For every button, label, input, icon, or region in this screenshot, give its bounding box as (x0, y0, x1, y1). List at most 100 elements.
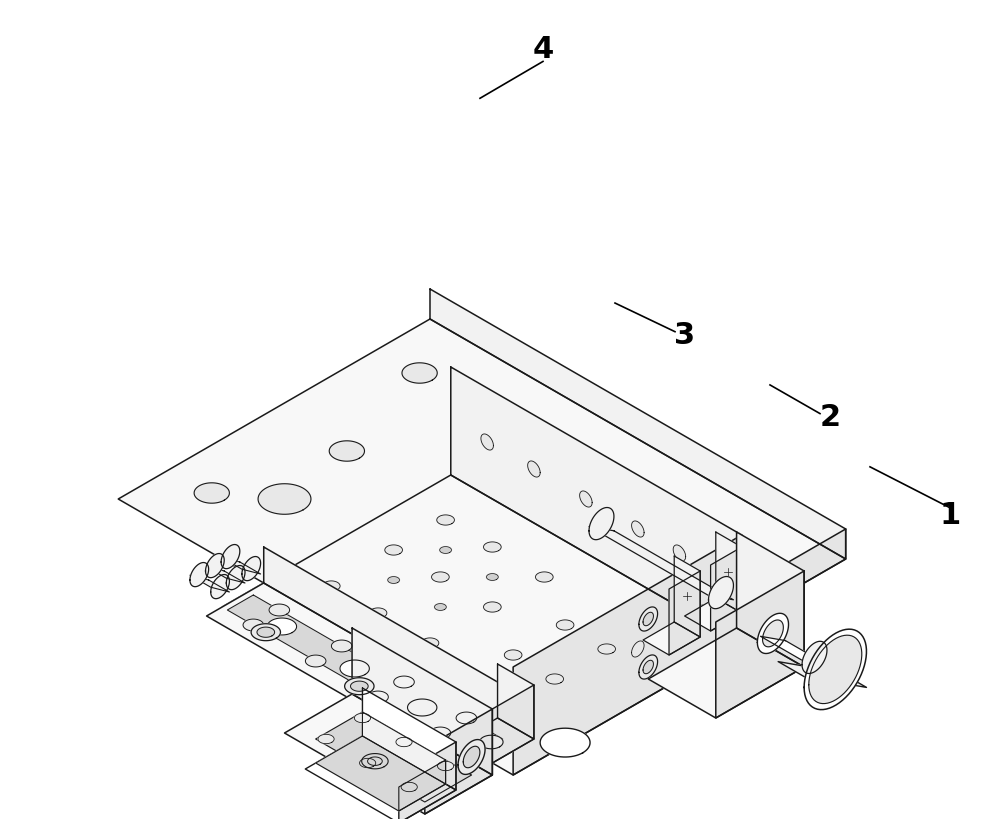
Polygon shape (437, 515, 454, 525)
Polygon shape (430, 289, 846, 559)
Polygon shape (242, 557, 261, 581)
Polygon shape (516, 429, 552, 449)
Polygon shape (456, 712, 477, 724)
Polygon shape (190, 575, 229, 592)
Polygon shape (546, 674, 564, 684)
Text: 3: 3 (674, 321, 696, 351)
Polygon shape (643, 613, 653, 626)
Polygon shape (222, 475, 742, 775)
Polygon shape (351, 681, 368, 691)
Polygon shape (527, 675, 562, 695)
Polygon shape (669, 571, 700, 655)
Polygon shape (809, 636, 862, 704)
Polygon shape (435, 604, 446, 610)
Polygon shape (362, 688, 456, 790)
Polygon shape (763, 620, 783, 647)
Polygon shape (438, 762, 454, 771)
Polygon shape (305, 736, 456, 819)
Polygon shape (498, 664, 534, 739)
Polygon shape (368, 757, 382, 766)
Polygon shape (408, 699, 437, 716)
Polygon shape (211, 574, 229, 599)
Polygon shape (535, 572, 553, 582)
Polygon shape (737, 532, 804, 667)
Polygon shape (484, 542, 501, 552)
Polygon shape (360, 758, 376, 767)
Polygon shape (556, 620, 574, 630)
Polygon shape (735, 554, 770, 575)
Polygon shape (804, 629, 866, 709)
Polygon shape (643, 622, 700, 655)
Polygon shape (466, 697, 524, 766)
Polygon shape (694, 605, 706, 621)
Polygon shape (632, 641, 644, 657)
Polygon shape (757, 613, 789, 654)
Polygon shape (451, 367, 742, 643)
Polygon shape (481, 434, 493, 450)
Text: 2: 2 (819, 403, 841, 432)
Polygon shape (362, 753, 388, 769)
Polygon shape (385, 545, 402, 555)
Polygon shape (430, 718, 534, 778)
Polygon shape (760, 636, 827, 664)
Polygon shape (369, 608, 387, 618)
Polygon shape (580, 491, 592, 507)
Polygon shape (396, 737, 412, 747)
Polygon shape (394, 676, 414, 688)
Polygon shape (285, 694, 492, 814)
Polygon shape (399, 760, 446, 811)
Polygon shape (368, 691, 388, 703)
Polygon shape (207, 583, 524, 766)
Polygon shape (648, 628, 804, 718)
Polygon shape (432, 572, 449, 582)
Polygon shape (589, 508, 614, 540)
Polygon shape (802, 641, 827, 673)
Polygon shape (264, 547, 524, 733)
Polygon shape (463, 746, 480, 767)
Polygon shape (269, 604, 290, 616)
Polygon shape (643, 660, 653, 674)
Polygon shape (340, 660, 369, 677)
Polygon shape (528, 461, 540, 477)
Polygon shape (598, 644, 615, 654)
Polygon shape (504, 650, 522, 660)
Polygon shape (206, 566, 245, 583)
Polygon shape (716, 571, 804, 718)
Polygon shape (221, 545, 240, 568)
Polygon shape (352, 628, 492, 775)
Polygon shape (440, 546, 451, 554)
Polygon shape (639, 655, 658, 679)
Polygon shape (257, 627, 275, 637)
Polygon shape (267, 618, 297, 635)
Polygon shape (362, 712, 446, 784)
Polygon shape (458, 740, 485, 775)
Polygon shape (540, 728, 590, 757)
Text: 4: 4 (532, 34, 554, 64)
Polygon shape (534, 529, 846, 739)
Polygon shape (305, 655, 326, 667)
Polygon shape (401, 782, 417, 792)
Polygon shape (258, 484, 311, 514)
Polygon shape (194, 483, 229, 503)
Polygon shape (421, 638, 439, 648)
Polygon shape (318, 735, 334, 744)
Polygon shape (226, 566, 245, 590)
Polygon shape (329, 441, 364, 461)
Polygon shape (632, 521, 644, 537)
Polygon shape (620, 489, 655, 509)
Polygon shape (778, 662, 866, 687)
Polygon shape (227, 595, 503, 754)
Polygon shape (709, 577, 733, 609)
Polygon shape (221, 557, 261, 574)
Polygon shape (331, 640, 352, 652)
Polygon shape (425, 709, 492, 814)
Polygon shape (316, 712, 472, 802)
Polygon shape (711, 547, 742, 631)
Polygon shape (399, 742, 456, 819)
Polygon shape (345, 677, 374, 695)
Text: 1: 1 (939, 501, 961, 531)
Polygon shape (430, 727, 451, 739)
Polygon shape (589, 527, 733, 600)
Polygon shape (674, 556, 700, 637)
Polygon shape (673, 545, 686, 561)
